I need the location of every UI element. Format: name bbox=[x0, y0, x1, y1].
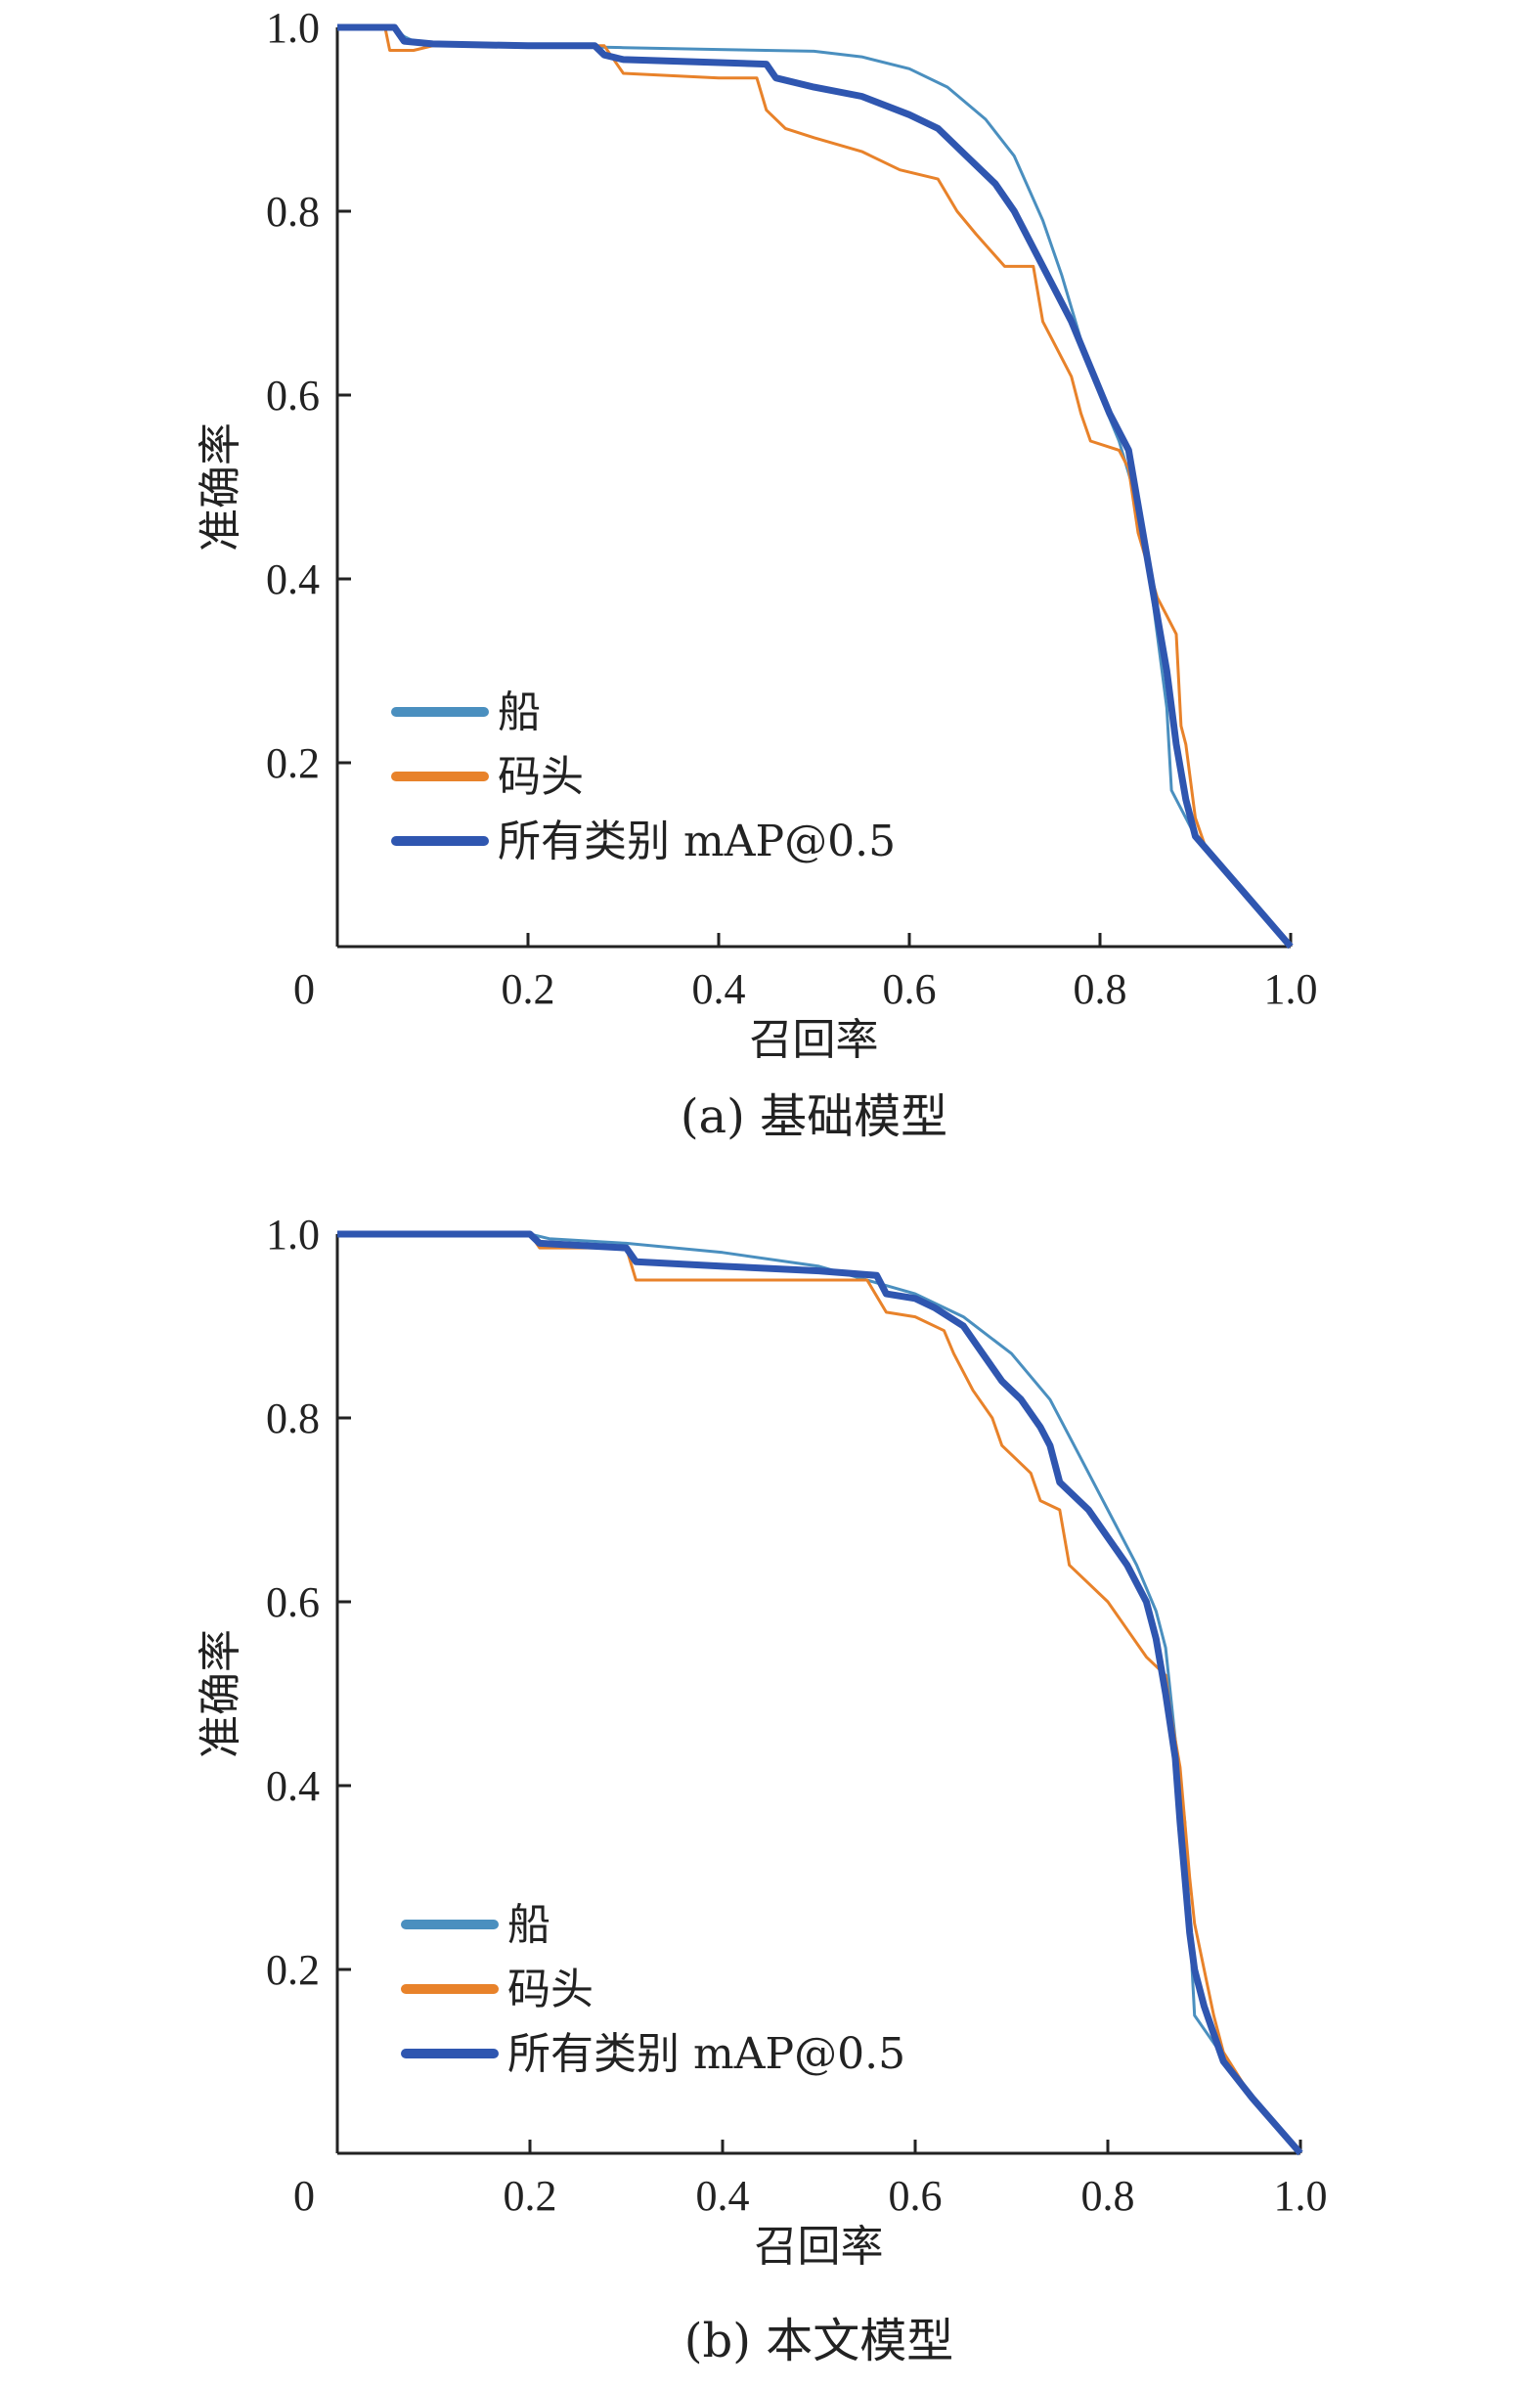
y-tick-label: 0.2 bbox=[266, 1946, 320, 1994]
legend-entry: 码头 bbox=[498, 752, 584, 802]
series-line-1 bbox=[337, 1232, 1302, 2154]
y-tick-label: 0.6 bbox=[266, 372, 320, 420]
x-tick-label: 0.2 bbox=[502, 965, 555, 1013]
x-tick-label: 1.0 bbox=[1274, 2172, 1328, 2220]
panel-b-proposed-model: 0 0.2 0.4 0.6 0.8 1.0 0.2 0.4 0.6 0.8 1.0 召回率 准确率船码头… bbox=[196, 1211, 1328, 2368]
series-line-2 bbox=[337, 1230, 1303, 2156]
x-tick-label: 0.8 bbox=[1074, 965, 1127, 1013]
y-tick-label: 1.0 bbox=[266, 1211, 320, 1259]
series-line-1 bbox=[337, 25, 1293, 948]
x-axis-label: 召回率 bbox=[755, 2222, 884, 2272]
x-tick-label: 0 bbox=[293, 2172, 315, 2220]
y-tick-label: 0.6 bbox=[266, 1578, 320, 1626]
legend-entry: 所有类别 mAP@0.5 bbox=[507, 2029, 905, 2079]
y-axis-label: 准确率 bbox=[196, 1629, 245, 1758]
y-tick-label: 1.0 bbox=[266, 4, 320, 52]
panel-a-base-model: 0 0.2 0.4 0.6 0.8 1.0 0.2 0.4 0.6 0.8 1.0 召回率 准确率船码头… bbox=[196, 4, 1318, 1144]
x-axis-label: 召回率 bbox=[750, 1015, 879, 1065]
x-tick-label: 0 bbox=[293, 965, 315, 1013]
x-tick-label: 1.0 bbox=[1264, 965, 1318, 1013]
y-axis-label: 准确率 bbox=[196, 422, 245, 552]
series-line-0 bbox=[337, 1232, 1302, 2154]
x-tick-label: 0.4 bbox=[692, 965, 746, 1013]
x-tick-label: 0.8 bbox=[1081, 2172, 1135, 2220]
y-tick-label: 0.2 bbox=[266, 739, 320, 787]
panel-caption: (a) 基础模型 bbox=[681, 1089, 947, 1144]
y-tick-label: 0.4 bbox=[266, 1762, 320, 1810]
y-tick-label: 0.8 bbox=[266, 188, 320, 236]
y-tick-label: 0.8 bbox=[266, 1394, 320, 1442]
legend-entry: 船 bbox=[498, 687, 541, 737]
x-tick-label: 0.6 bbox=[883, 965, 937, 1013]
y-tick-label: 0.4 bbox=[266, 555, 320, 603]
series-line-2 bbox=[337, 23, 1294, 950]
x-tick-label: 0.6 bbox=[889, 2172, 943, 2220]
x-tick-label: 0.2 bbox=[504, 2172, 557, 2220]
legend-entry: 所有类别 mAP@0.5 bbox=[498, 817, 896, 866]
x-tick-label: 0.4 bbox=[696, 2172, 750, 2220]
panel-caption: (b) 本文模型 bbox=[684, 2314, 953, 2368]
legend-entry: 船 bbox=[507, 1900, 550, 1950]
series-line-0 bbox=[337, 25, 1293, 948]
legend-entry: 码头 bbox=[507, 1965, 594, 2014]
